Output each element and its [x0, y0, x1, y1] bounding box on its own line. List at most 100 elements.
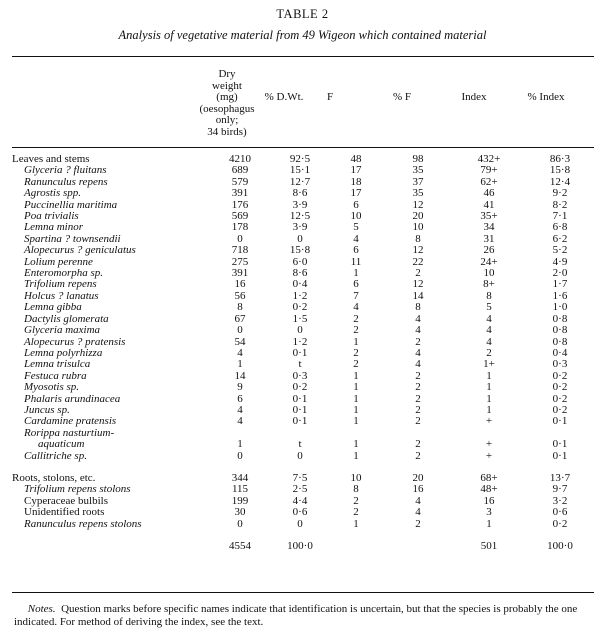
row-label: Spartina ? townsendii [24, 232, 121, 245]
cell-value: 15·8 [289, 244, 311, 257]
cell-value: 6 [353, 244, 359, 257]
table-row: Agrostis spp. 391 8·6 17 35 46 9·2 [12, 187, 600, 200]
cell-value: 0·2 [292, 381, 308, 394]
cell-value: 20 [412, 471, 424, 484]
cell-value: 2·5 [292, 483, 308, 496]
cell-value: 68+ [480, 471, 498, 484]
cell-value: t [298, 358, 302, 371]
cell-value: + [485, 438, 493, 451]
cell-value: 1 [237, 358, 243, 371]
table-row: Alopecurus ? pratensis 54 1·2 1 2 4 0·8 [12, 335, 600, 348]
cell-value: 2 [353, 346, 359, 359]
cell-value: 344 [231, 471, 249, 484]
cell-value: 176 [231, 198, 249, 211]
cell-value: 1 [353, 369, 359, 382]
row-label: Cyperaceae bulbils [24, 494, 108, 507]
cell-value: 1 [353, 403, 359, 416]
row-label: Lemna polyrhizza [24, 346, 103, 359]
cell-value: 35 [412, 187, 424, 200]
cell-value: 8·6 [292, 267, 308, 280]
cell-value: 8 [415, 301, 421, 314]
cell-value: 98 [412, 153, 424, 165]
cell-value: 4 [415, 506, 421, 519]
row-label: Puccinellia maritima [24, 198, 118, 211]
table-row: Lemna polyrhizza 4 0·1 2 4 2 0·4 [12, 346, 600, 359]
cell-value: 2 [415, 438, 421, 451]
cell-value: 30 [234, 506, 246, 519]
cell-value: 4·4 [292, 494, 308, 507]
cell-value: 6·8 [552, 221, 568, 234]
cell-value: 5 [486, 301, 492, 314]
row-label: Ranunculus repens [24, 175, 108, 188]
row-label: Trifolium repens [24, 278, 97, 291]
cell-value: 1 [353, 517, 359, 530]
row-label: Rorippa nasturtium- [24, 426, 115, 439]
row-label: Lemna minor [24, 221, 83, 234]
row-label: Callitriche sp. [24, 449, 87, 462]
cell-value: 12·4 [549, 175, 571, 188]
table-row: Lemna gibba 8 0·2 4 8 5 1·0 [12, 301, 600, 314]
table-row: Spartina ? townsendii 0 0 4 8 31 6·2 [12, 232, 600, 245]
cell-value: 4 [353, 232, 359, 245]
row-label: Agrostis spp. [24, 187, 82, 200]
cell-value: 1·2 [292, 335, 308, 348]
cell-value: 14 [412, 289, 424, 302]
cell-value: 15·8 [549, 164, 571, 177]
cell-value: 6·2 [552, 232, 568, 245]
table-row: Phalaris arundinacea 6 0·1 1 2 1 0·2 [12, 392, 600, 405]
cell-value: 100·0 [287, 540, 313, 552]
row-label: Phalaris arundinacea [24, 392, 121, 405]
cell-value: 5·2 [552, 244, 568, 257]
cell-value: 1 [353, 415, 359, 428]
cell-value: 16 [483, 494, 495, 507]
table-notes: Notes. Question marks before specific na… [14, 603, 594, 629]
cell-value: 4 [486, 312, 492, 325]
cell-value: 4 [415, 494, 421, 507]
cell-value: 2 [415, 267, 421, 280]
cell-value [334, 541, 378, 552]
cell-value: 35 [412, 164, 424, 177]
cell-value: 34 [483, 221, 495, 234]
cell-value: 1 [353, 267, 359, 280]
cell-value: 1 [237, 438, 243, 451]
cell-value: 199 [231, 494, 249, 507]
header-pct-f: % F [392, 91, 412, 103]
cell-value: 7 [353, 289, 359, 302]
cell-value: 0·8 [552, 324, 568, 337]
cell-value: 2 [415, 403, 421, 416]
cell-value: 17 [350, 187, 362, 200]
row-label: Alopecurus ? pratensis [24, 335, 126, 348]
cell-value: 15·1 [289, 164, 311, 177]
table-row: Juncus sp. 4 0·1 1 2 1 0·2 [12, 403, 600, 416]
row-label: Holcus ? lanatus [24, 289, 99, 302]
cell-value: 6 [353, 278, 359, 291]
cell-value: + [485, 449, 493, 462]
cell-value: 3·9 [292, 221, 308, 234]
cell-value: 1 [486, 369, 492, 382]
cell-value: 391 [231, 267, 249, 280]
cell-value: 54 [234, 335, 246, 348]
table-row: Rorippa nasturtium- [12, 426, 600, 439]
cell-value: 56 [234, 289, 246, 302]
table-row: aquaticum 1 t 1 2 +0·1 [12, 438, 600, 451]
total-row: 4554 100·0 501 100·0 [12, 540, 600, 552]
cell-value: 1 [353, 335, 359, 348]
cell-value: 501 [480, 540, 498, 552]
cell-value [378, 530, 458, 541]
cell-value: t [298, 438, 302, 451]
cell-value: 2 [415, 392, 421, 405]
cell-value: 0·4 [552, 346, 568, 359]
cell-value: 432+ [477, 153, 501, 165]
cell-value: 14 [234, 369, 246, 382]
cell-value: 10 [350, 210, 362, 223]
cell-value: 4210 [229, 153, 251, 165]
header-rule [12, 147, 594, 148]
cell-value: 2 [353, 312, 359, 325]
cell-value: 0·2 [552, 369, 568, 382]
cell-value: 1 [486, 392, 492, 405]
cell-value: 41 [483, 198, 495, 211]
cell-value: 4 [486, 335, 492, 348]
header-dry-weight-line: 34 birds) [207, 125, 247, 138]
header-dry-weight-line: (oesophagus only; [199, 102, 255, 126]
cell-value: 86·3 [549, 153, 571, 165]
